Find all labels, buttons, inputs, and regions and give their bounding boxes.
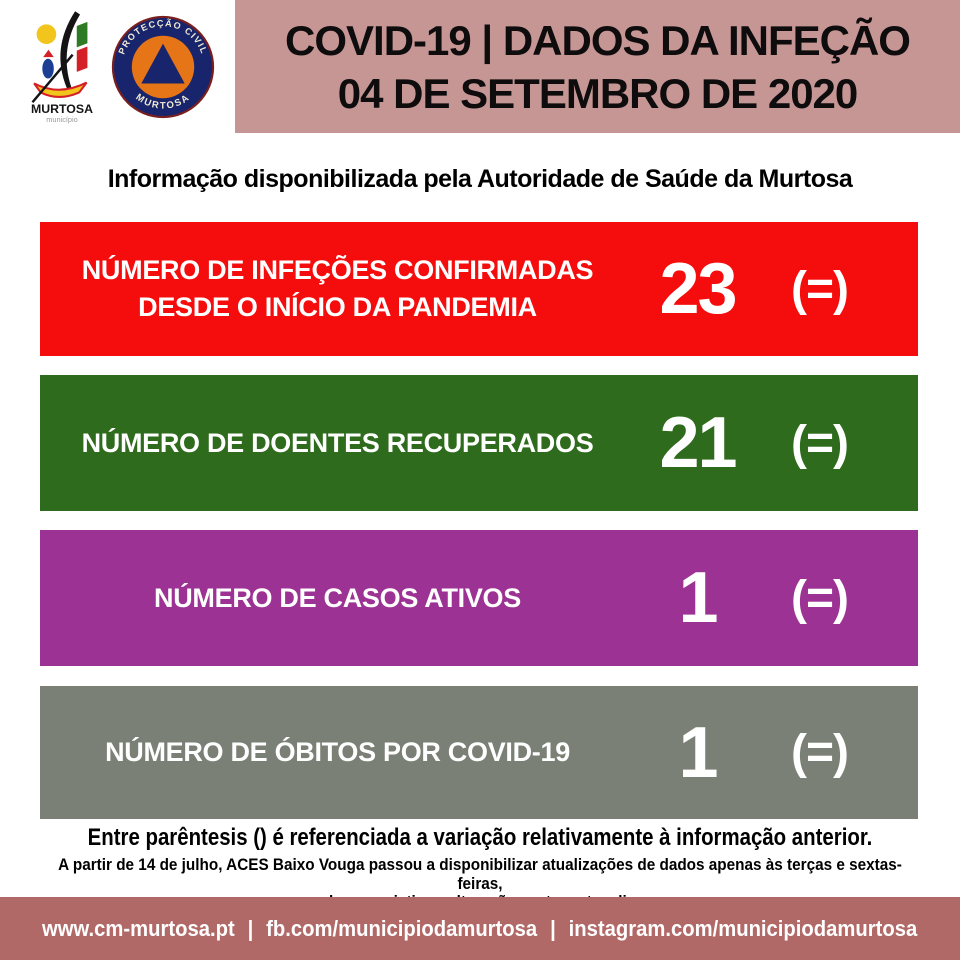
banner-label: NÚMERO DE DOENTES RECUPERADOS: [40, 425, 635, 462]
sun-icon: [36, 23, 56, 44]
banner-label-line1: NÚMERO DE DOENTES RECUPERADOS: [81, 427, 594, 458]
schedule-note-line1: A partir de 14 de julho, ACES Baixo Voug…: [58, 855, 902, 893]
recovered-patients-banner: NÚMERO DE DOENTES RECUPERADOS 21 (=): [40, 375, 918, 511]
logo-area: MURTOSA município PROTECÇÃO CIVIL MURTOS…: [0, 0, 235, 133]
footer: www.cm-murtosa.pt | fb.com/municipiodamu…: [0, 897, 960, 960]
active-cases-variation: (=): [791, 571, 849, 625]
variation-note: Entre parêntesis () é referenciada a var…: [87, 824, 873, 851]
recovered-patients-variation: (=): [791, 416, 849, 470]
footer-instagram-link: instagram.com/municipiodamurtosa: [568, 915, 918, 941]
murtosa-logo-title: MURTOSA: [31, 101, 93, 115]
civil-defence-triangle-icon: [140, 43, 185, 83]
banner-label-line1: NÚMERO DE ÓBITOS POR COVID-19: [105, 737, 570, 767]
oar-icon: [31, 53, 74, 103]
confirmed-infections-variation: (=): [791, 262, 849, 316]
proteccao-civil-murtosa-logo: PROTECÇÃO CIVIL MURTOSA: [111, 15, 214, 118]
active-cases-banner: NÚMERO DE CASOS ATIVOS 1 (=): [40, 530, 918, 666]
banner-label: NÚMERO DE ÓBITOS POR COVID-19: [40, 734, 635, 771]
red-stripe: [76, 46, 87, 72]
covid-deaths-value: 1: [678, 712, 718, 793]
poster-title: COVID-19 | DADOS DA INFEÇÃO: [285, 16, 911, 64]
footer-facebook-link: fb.com/municipiodamurtosa: [266, 915, 538, 941]
confirmed-infections-value: 23: [659, 249, 737, 329]
banner-label: NÚMERO DE CASOS ATIVOS: [40, 580, 635, 617]
figure-hat: [42, 49, 54, 57]
green-stripe: [76, 21, 87, 47]
active-cases-value: 1: [678, 558, 718, 638]
murtosa-municipality-logo: MURTOSA município: [31, 10, 93, 123]
confirmed-infections-banner: NÚMERO DE INFEÇÕES CONFIRMADAS DESDE O I…: [40, 222, 918, 356]
source-line: Informação disponibilizada pela Autorida…: [107, 165, 853, 193]
boat-hull-icon: [32, 81, 87, 98]
footer-website-link: www.cm-murtosa.pt: [42, 915, 236, 941]
covid-deaths-banner: NÚMERO DE ÓBITOS POR COVID-19 1 (=): [40, 686, 918, 819]
banner-label-line1: NÚMERO DE CASOS ATIVOS: [154, 582, 521, 613]
covid-deaths-variation: (=): [791, 726, 849, 779]
figure-body: [41, 58, 54, 78]
sail-swoosh-icon: [59, 10, 80, 93]
footer-separator: |: [247, 915, 254, 941]
murtosa-logo-subtitle: município: [46, 114, 78, 123]
footer-separator: |: [550, 915, 557, 941]
banner-label-line1: NÚMERO DE INFEÇÕES CONFIRMADAS: [81, 255, 594, 285]
banner-label-line2: DESDE O INÍCIO DA PANDEMIA: [138, 292, 537, 322]
header-title-block: COVID-19 | DADOS DA INFEÇÃO 04 DE SETEMB…: [235, 0, 960, 133]
banner-label: NÚMERO DE INFEÇÕES CONFIRMADAS DESDE O I…: [40, 252, 635, 326]
poster-date: 04 DE SETEMBRO DE 2020: [337, 69, 859, 117]
footer-links-row: www.cm-murtosa.pt | fb.com/municipiodamu…: [42, 916, 917, 942]
recovered-patients-value: 21: [659, 403, 737, 483]
